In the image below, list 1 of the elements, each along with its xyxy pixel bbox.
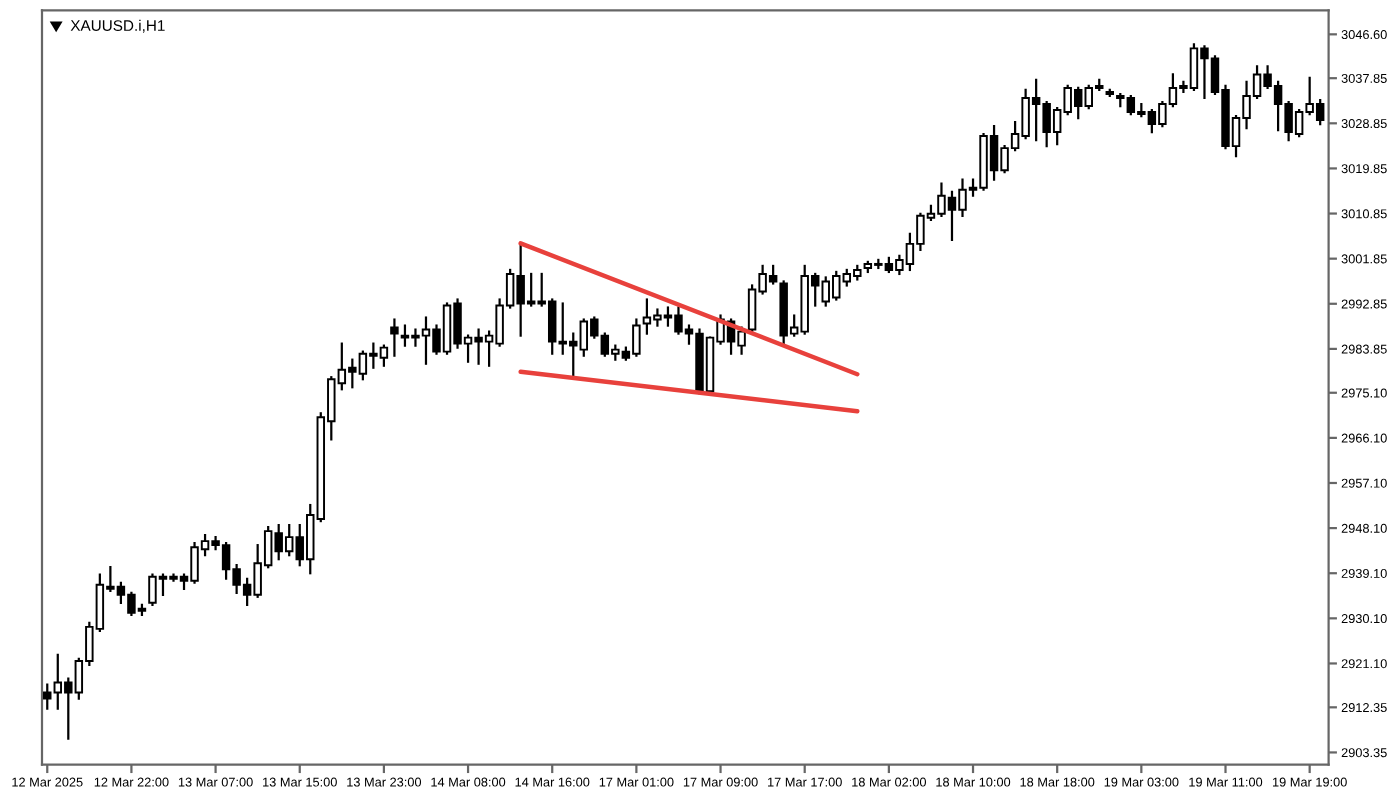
candlestick bbox=[390, 318, 399, 357]
